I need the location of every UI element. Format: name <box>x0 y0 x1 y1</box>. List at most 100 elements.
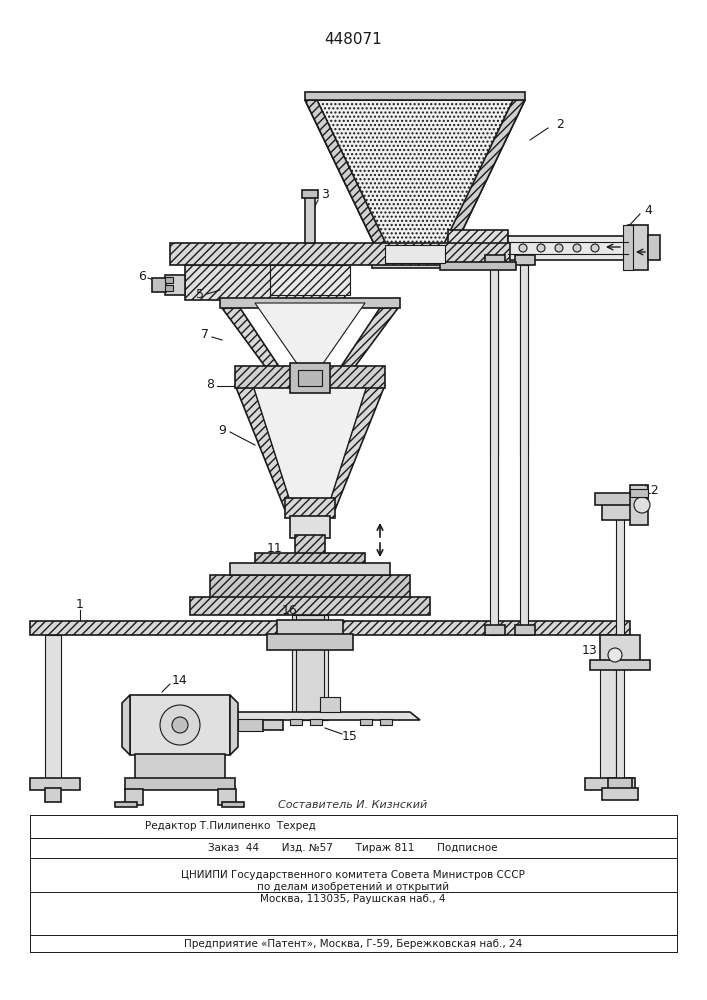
Text: Предприятие «Патент», Москва, Г-59, Бережковская наб., 24: Предприятие «Патент», Москва, Г-59, Бере… <box>184 939 522 949</box>
Bar <box>218 789 236 805</box>
Text: 6: 6 <box>138 269 146 282</box>
Bar <box>490 265 498 455</box>
Bar <box>602 500 638 520</box>
Circle shape <box>555 244 563 252</box>
Text: Составитель И. Кизнский: Составитель И. Кизнский <box>279 800 428 810</box>
Bar <box>45 788 61 802</box>
Bar <box>265 574 355 592</box>
Bar <box>290 363 330 393</box>
Bar <box>600 635 640 665</box>
Bar <box>590 660 650 670</box>
Bar <box>585 778 635 790</box>
Bar <box>45 635 61 780</box>
Bar <box>628 225 648 270</box>
Text: 5: 5 <box>196 288 204 300</box>
Polygon shape <box>253 385 367 510</box>
Bar <box>515 255 535 265</box>
Polygon shape <box>305 100 389 250</box>
Bar <box>490 265 498 635</box>
Bar <box>372 250 458 268</box>
Bar <box>608 778 632 790</box>
Polygon shape <box>305 100 525 250</box>
Bar <box>595 493 645 505</box>
Bar <box>630 489 648 497</box>
Polygon shape <box>230 712 420 720</box>
Bar <box>377 250 453 260</box>
Polygon shape <box>222 308 288 380</box>
Bar <box>600 635 616 780</box>
Circle shape <box>608 648 622 662</box>
Text: 2: 2 <box>556 118 564 131</box>
Bar <box>310 719 322 725</box>
Bar <box>616 510 624 785</box>
Bar <box>520 265 528 635</box>
Bar <box>190 597 430 615</box>
Bar <box>170 243 510 265</box>
Text: 1: 1 <box>76 598 84 611</box>
Text: 10: 10 <box>230 576 246 588</box>
Circle shape <box>519 244 527 252</box>
Bar <box>292 615 328 720</box>
Circle shape <box>172 717 188 733</box>
Bar <box>520 265 528 455</box>
Bar <box>125 789 143 805</box>
Circle shape <box>573 244 581 252</box>
Text: Заказ  44       Изд. №57       Тираж 811       Подписное: Заказ 44 Изд. №57 Тираж 811 Подписное <box>209 843 498 853</box>
Polygon shape <box>327 385 385 510</box>
Text: 8: 8 <box>206 377 214 390</box>
Bar <box>380 719 392 725</box>
Bar <box>165 275 185 295</box>
Bar <box>115 802 137 807</box>
Text: ЦНИИПИ Государственного комитета Совета Министров СССР: ЦНИИПИ Государственного комитета Совета … <box>181 870 525 880</box>
Text: 12: 12 <box>644 484 660 496</box>
Bar <box>448 230 508 265</box>
Text: 3: 3 <box>321 188 329 202</box>
Bar <box>508 236 628 260</box>
Bar <box>602 788 638 800</box>
Bar <box>263 720 283 730</box>
Bar <box>235 366 385 388</box>
Circle shape <box>634 497 650 513</box>
Bar <box>648 235 660 260</box>
Bar <box>165 285 173 291</box>
Bar <box>277 620 343 635</box>
Bar <box>230 563 390 575</box>
Bar <box>296 615 324 720</box>
Bar <box>222 802 244 807</box>
Text: 11: 11 <box>267 542 283 554</box>
Polygon shape <box>122 695 130 755</box>
Polygon shape <box>230 695 238 755</box>
Text: 448071: 448071 <box>324 32 382 47</box>
Circle shape <box>537 244 545 252</box>
Bar <box>440 262 516 270</box>
Bar <box>630 485 648 525</box>
Bar <box>290 719 302 725</box>
Bar <box>295 535 325 555</box>
Bar <box>485 255 505 265</box>
Bar <box>290 516 330 538</box>
Text: Редактор Т.Пилипенко  Техред: Редактор Т.Пилипенко Техред <box>145 821 315 831</box>
Polygon shape <box>235 385 293 510</box>
Bar <box>623 225 633 270</box>
Bar <box>165 277 173 283</box>
Bar <box>135 754 225 780</box>
Bar <box>360 719 372 725</box>
Polygon shape <box>332 308 398 380</box>
Circle shape <box>160 705 200 745</box>
Polygon shape <box>255 303 365 365</box>
Text: 16: 16 <box>282 603 298 616</box>
Bar <box>270 265 350 295</box>
Circle shape <box>591 244 599 252</box>
Bar <box>305 193 315 243</box>
Bar <box>220 298 400 308</box>
Polygon shape <box>441 100 525 250</box>
Bar <box>30 621 630 635</box>
Text: по делам изобретений и открытий: по делам изобретений и открытий <box>257 882 449 892</box>
Bar <box>305 92 525 100</box>
Bar <box>320 697 340 712</box>
Text: 9: 9 <box>218 424 226 436</box>
Bar <box>302 190 318 198</box>
Bar <box>152 278 166 292</box>
Bar <box>255 553 365 575</box>
Text: Москва, 113035, Раушская наб., 4: Москва, 113035, Раушская наб., 4 <box>260 894 445 904</box>
